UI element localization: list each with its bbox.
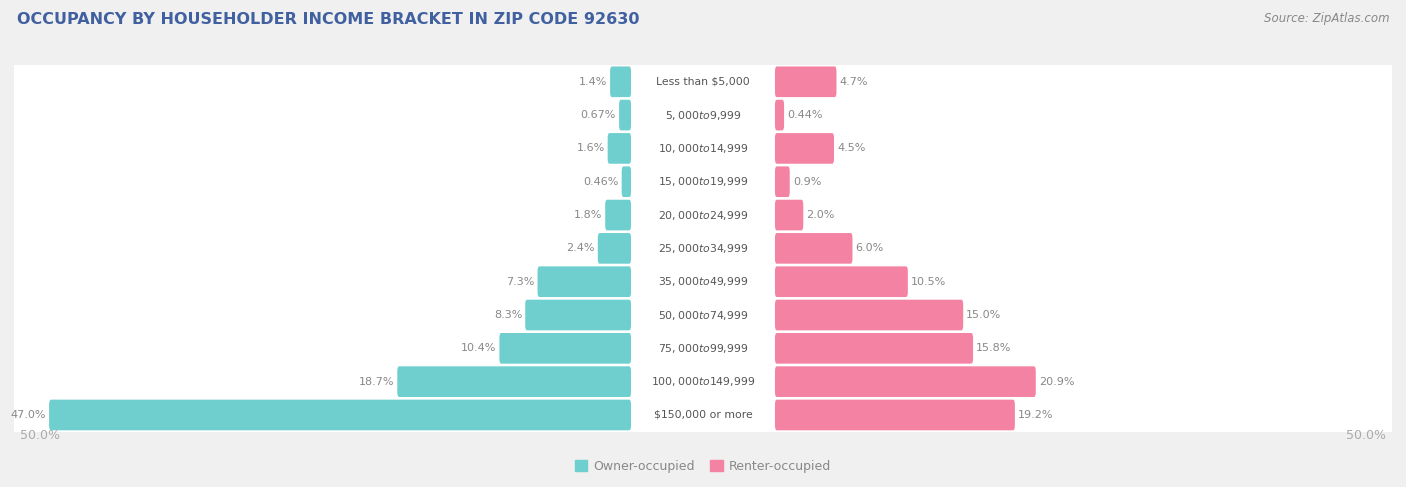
FancyBboxPatch shape: [605, 200, 631, 230]
FancyBboxPatch shape: [526, 300, 631, 330]
FancyBboxPatch shape: [14, 132, 1392, 165]
Text: 15.8%: 15.8%: [976, 343, 1011, 354]
FancyBboxPatch shape: [14, 265, 1392, 299]
Text: $15,000 to $19,999: $15,000 to $19,999: [658, 175, 748, 188]
Text: 10.4%: 10.4%: [461, 343, 496, 354]
Text: $5,000 to $9,999: $5,000 to $9,999: [665, 109, 741, 122]
FancyBboxPatch shape: [607, 133, 631, 164]
Text: OCCUPANCY BY HOUSEHOLDER INCOME BRACKET IN ZIP CODE 92630: OCCUPANCY BY HOUSEHOLDER INCOME BRACKET …: [17, 12, 640, 27]
Text: $10,000 to $14,999: $10,000 to $14,999: [658, 142, 748, 155]
Text: 1.8%: 1.8%: [574, 210, 602, 220]
Text: 8.3%: 8.3%: [494, 310, 522, 320]
FancyBboxPatch shape: [775, 133, 834, 164]
FancyBboxPatch shape: [775, 66, 837, 97]
FancyBboxPatch shape: [775, 400, 1015, 431]
Text: $20,000 to $24,999: $20,000 to $24,999: [658, 208, 748, 222]
FancyBboxPatch shape: [775, 366, 1036, 397]
FancyBboxPatch shape: [775, 233, 852, 263]
Text: 0.67%: 0.67%: [581, 110, 616, 120]
Text: 6.0%: 6.0%: [855, 244, 884, 253]
Text: $35,000 to $49,999: $35,000 to $49,999: [658, 275, 748, 288]
Text: $75,000 to $99,999: $75,000 to $99,999: [658, 342, 748, 355]
FancyBboxPatch shape: [14, 65, 1392, 98]
FancyBboxPatch shape: [537, 266, 631, 297]
Text: 50.0%: 50.0%: [1346, 429, 1386, 442]
Text: 7.3%: 7.3%: [506, 277, 534, 287]
Text: 1.4%: 1.4%: [579, 77, 607, 87]
FancyBboxPatch shape: [775, 200, 803, 230]
Text: Less than $5,000: Less than $5,000: [657, 77, 749, 87]
Text: 0.46%: 0.46%: [583, 177, 619, 187]
Text: 47.0%: 47.0%: [11, 410, 46, 420]
FancyBboxPatch shape: [49, 400, 631, 431]
FancyBboxPatch shape: [775, 266, 908, 297]
Text: 10.5%: 10.5%: [911, 277, 946, 287]
FancyBboxPatch shape: [14, 98, 1392, 132]
Text: $50,000 to $74,999: $50,000 to $74,999: [658, 308, 748, 321]
FancyBboxPatch shape: [14, 365, 1392, 398]
FancyBboxPatch shape: [775, 167, 790, 197]
FancyBboxPatch shape: [499, 333, 631, 364]
FancyBboxPatch shape: [14, 232, 1392, 265]
Text: $150,000 or more: $150,000 or more: [654, 410, 752, 420]
Text: 15.0%: 15.0%: [966, 310, 1001, 320]
FancyBboxPatch shape: [598, 233, 631, 263]
FancyBboxPatch shape: [610, 66, 631, 97]
Text: 2.4%: 2.4%: [567, 244, 595, 253]
FancyBboxPatch shape: [14, 165, 1392, 198]
Legend: Owner-occupied, Renter-occupied: Owner-occupied, Renter-occupied: [569, 455, 837, 478]
FancyBboxPatch shape: [775, 300, 963, 330]
FancyBboxPatch shape: [14, 332, 1392, 365]
Text: 19.2%: 19.2%: [1018, 410, 1053, 420]
Text: 18.7%: 18.7%: [359, 376, 394, 387]
FancyBboxPatch shape: [775, 100, 785, 131]
FancyBboxPatch shape: [398, 366, 631, 397]
FancyBboxPatch shape: [621, 167, 631, 197]
Text: 20.9%: 20.9%: [1039, 376, 1074, 387]
Text: 50.0%: 50.0%: [20, 429, 60, 442]
FancyBboxPatch shape: [14, 299, 1392, 332]
FancyBboxPatch shape: [619, 100, 631, 131]
Text: $25,000 to $34,999: $25,000 to $34,999: [658, 242, 748, 255]
FancyBboxPatch shape: [14, 398, 1392, 431]
Text: 2.0%: 2.0%: [807, 210, 835, 220]
Text: 4.7%: 4.7%: [839, 77, 868, 87]
Text: 0.44%: 0.44%: [787, 110, 823, 120]
Text: Source: ZipAtlas.com: Source: ZipAtlas.com: [1264, 12, 1389, 25]
Text: $100,000 to $149,999: $100,000 to $149,999: [651, 375, 755, 388]
FancyBboxPatch shape: [14, 198, 1392, 232]
FancyBboxPatch shape: [775, 333, 973, 364]
Text: 1.6%: 1.6%: [576, 143, 605, 153]
Text: 4.5%: 4.5%: [837, 143, 866, 153]
Text: 0.9%: 0.9%: [793, 177, 821, 187]
